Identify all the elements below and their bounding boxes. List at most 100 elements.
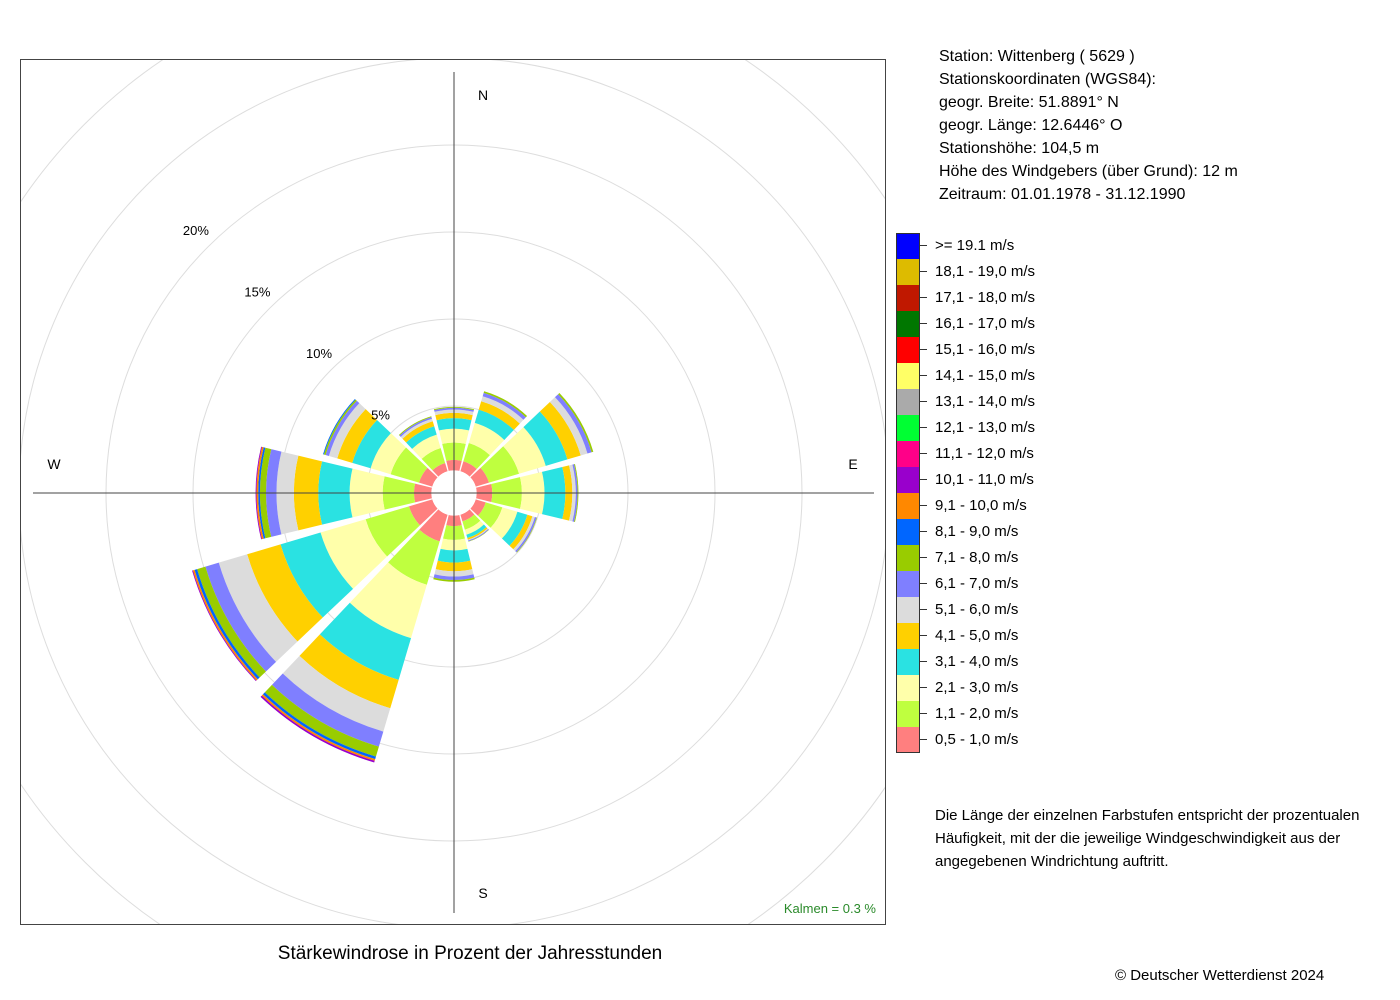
rose-segment	[418, 467, 438, 487]
legend-tick	[920, 687, 927, 688]
legend-label: 17,1 - 18,0 m/s	[935, 289, 1036, 306]
rose-segment	[433, 406, 475, 411]
rose-segment	[319, 602, 412, 680]
rose-segment	[197, 566, 266, 678]
legend-swatch	[896, 337, 920, 363]
rose-segment	[255, 446, 262, 540]
plot-area: N E S W 5% 10% 15% 20% Kalmen = 0.3 %	[20, 59, 886, 925]
wind-rose-chart: N E S W 5% 10% 15% 20% Kalmen = 0.3 %	[21, 60, 885, 924]
rose-segment	[323, 399, 357, 455]
rose-segment	[400, 418, 433, 439]
legend-tick	[920, 557, 927, 558]
legend-label: 6,1 - 7,0 m/s	[935, 575, 1019, 592]
legend-label: 5,1 - 6,0 m/s	[935, 601, 1019, 618]
rose-segment	[460, 509, 475, 522]
rose-segment	[470, 499, 486, 516]
rose-segment	[503, 427, 546, 474]
rose-segment	[349, 562, 427, 639]
rose-segment	[467, 528, 489, 541]
rose-segment	[470, 467, 490, 487]
legend-label: 12,1 - 13,0 m/s	[935, 419, 1036, 436]
legend-tick	[920, 349, 927, 350]
rose-segment	[474, 409, 514, 440]
legend-tick	[920, 583, 927, 584]
legend-tick	[920, 427, 927, 428]
legend-tick	[920, 297, 927, 298]
legend-label: 10,1 - 11,0 m/s	[935, 471, 1034, 488]
rose-segment	[412, 434, 441, 459]
station-height: Stationshöhe: 104,5 m	[939, 140, 1100, 157]
explanation-note: Die Länge der einzelnen Farbstufen entsp…	[935, 807, 1360, 870]
station-latitude: geogr. Breite: 51.8891° N	[939, 94, 1119, 111]
rose-segment	[271, 673, 384, 747]
period: Zeitraum: 01.01.1978 - 31.12.1990	[939, 186, 1186, 203]
rose-segment	[282, 655, 391, 732]
rose-segment	[462, 514, 481, 530]
legend-label: 1,1 - 2,0 m/s	[935, 705, 1019, 722]
rose-segment	[463, 442, 490, 470]
anemometer-height: Höhe des Windgebers (über Grund): 12 m	[939, 163, 1238, 180]
rose-segment	[352, 419, 391, 469]
rose-segment	[477, 502, 503, 528]
legend-tick	[920, 479, 927, 480]
legend-swatch	[896, 701, 920, 727]
legend-label: 11,1 - 12,0 m/s	[935, 445, 1034, 462]
legend-swatch	[896, 311, 920, 337]
legend-label: 16,1 - 17,0 m/s	[935, 315, 1036, 332]
legend-swatch	[896, 363, 920, 389]
legend-label: 9,1 - 10,0 m/s	[935, 497, 1027, 514]
rose-segment	[337, 409, 378, 463]
station-name: Station: Wittenberg ( 5629 )	[939, 48, 1135, 65]
rose-segment	[432, 462, 448, 477]
legend-swatch	[896, 571, 920, 597]
legend-swatch	[896, 519, 920, 545]
rose-segment	[481, 396, 524, 424]
legend-swatch	[896, 727, 920, 753]
rose-segment	[515, 516, 537, 553]
rose-segment	[408, 499, 438, 526]
rose-segment	[264, 684, 379, 757]
rose-segment	[299, 634, 399, 709]
chart-title: Stärkewindrose in Prozent der Jahresstun…	[277, 943, 663, 964]
rose-segment	[572, 464, 578, 522]
rose-segment	[434, 407, 474, 412]
legend-label: 15,1 - 16,0 m/s	[935, 341, 1036, 358]
legend-tick	[920, 375, 927, 376]
calm-label: Kalmen = 0.3 %	[784, 901, 877, 916]
rose-segment	[460, 461, 477, 477]
legend-tick	[920, 713, 927, 714]
rose-segment	[390, 447, 428, 483]
rose-segment	[478, 401, 520, 430]
rose-segment	[523, 411, 568, 466]
rose-segment	[256, 446, 264, 540]
station-info: Station: Wittenberg ( 5629 ) Stationskoo…	[939, 45, 1238, 206]
legend-swatch	[896, 649, 920, 675]
rose-segment	[468, 528, 489, 542]
rose-segment	[406, 426, 437, 449]
compass-label: W	[47, 456, 61, 472]
legend-tick	[920, 323, 927, 324]
legend-label: 4,1 - 5,0 m/s	[935, 627, 1019, 644]
legend-label: 14,1 - 15,0 m/s	[935, 367, 1036, 384]
legend-tick	[920, 609, 927, 610]
station-longitude: geogr. Länge: 12.6446° O	[939, 117, 1123, 134]
rose-segment	[399, 417, 433, 437]
rose-segment	[247, 544, 323, 642]
legend-swatch	[896, 493, 920, 519]
legend-label: 8,1 - 9,0 m/s	[935, 523, 1019, 540]
radial-tick-label: 10%	[306, 346, 332, 361]
rose-segment	[509, 514, 533, 550]
radial-tick-label: 20%	[183, 223, 209, 238]
rose-segment	[218, 554, 298, 662]
rose-segment	[464, 520, 484, 535]
legend-label: 18,1 - 19,0 m/s	[935, 263, 1036, 280]
radial-tick-label: 15%	[244, 284, 270, 299]
legend-swatch	[896, 415, 920, 441]
radial-tick-label: 5%	[371, 408, 390, 423]
compass-label: N	[478, 87, 488, 103]
legend-swatch	[896, 675, 920, 701]
legend-swatch	[896, 233, 920, 259]
rose-segment	[365, 506, 420, 557]
rose-segment	[554, 394, 592, 454]
legend-tick	[920, 531, 927, 532]
